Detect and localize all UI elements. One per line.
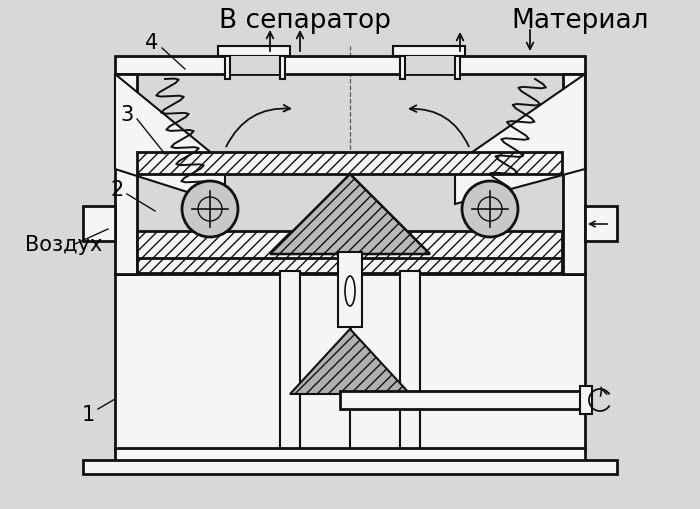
Ellipse shape [345,276,355,306]
Bar [83,207,115,242]
Bar [225,57,285,75]
Text: 3: 3 [120,105,134,125]
Bar [83,460,617,474]
Bar [115,75,137,274]
Bar [338,252,362,327]
Bar [400,271,420,449]
Bar [585,207,617,242]
Text: В сепаратор: В сепаратор [219,8,391,34]
Bar [340,391,590,409]
Polygon shape [270,175,430,254]
Bar [115,274,585,449]
Bar [400,57,460,75]
Circle shape [182,182,238,238]
Text: Материал: Материал [511,8,649,34]
Bar [115,448,585,461]
Bar [137,153,562,175]
Bar [393,47,465,57]
Bar [137,232,562,260]
Polygon shape [290,329,410,394]
Bar [280,57,285,80]
Circle shape [462,182,518,238]
Bar [218,47,290,57]
Text: 2: 2 [111,180,124,200]
Bar [400,57,405,80]
Text: 1: 1 [81,404,94,424]
Text: 4: 4 [146,33,159,53]
Bar [115,57,585,75]
Bar [580,386,592,414]
Bar [70,10,680,489]
Bar [280,271,300,449]
Polygon shape [455,75,585,205]
Bar [455,57,460,80]
Bar [225,57,230,80]
Polygon shape [115,75,225,205]
Bar [563,75,585,274]
Bar [137,259,562,273]
Text: Воздух: Воздух [25,235,102,254]
